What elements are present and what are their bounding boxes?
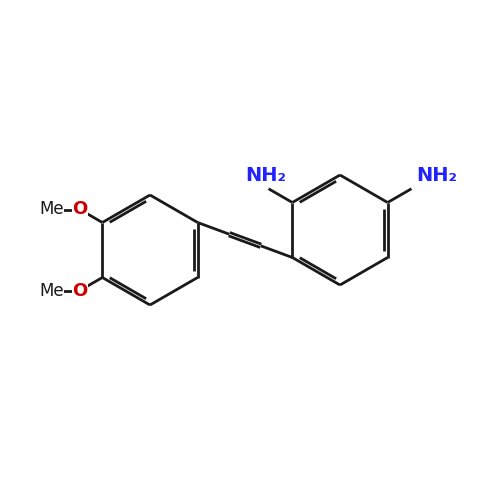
Text: O: O xyxy=(72,200,88,218)
Text: O: O xyxy=(72,282,88,300)
Text: Me: Me xyxy=(39,282,64,300)
Text: NH₂: NH₂ xyxy=(416,166,458,184)
Text: Me: Me xyxy=(39,200,64,218)
Text: NH₂: NH₂ xyxy=(246,166,286,184)
